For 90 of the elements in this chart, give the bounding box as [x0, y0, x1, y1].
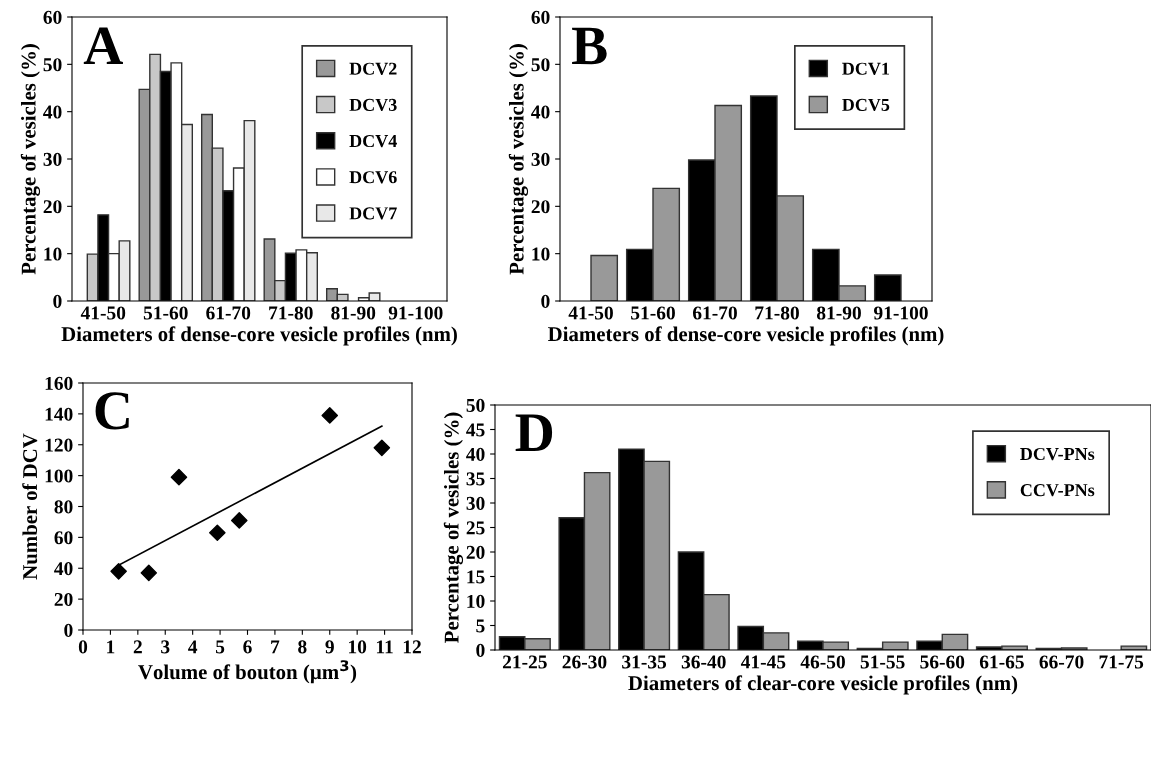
y-tick-label: 5 [476, 619, 485, 633]
legend-label: DCV-PNs [1020, 447, 1095, 461]
x-tick-label: 81-90 [816, 306, 861, 320]
x-tick-label: 3 [161, 640, 170, 654]
y-tick-label: 60 [43, 10, 62, 24]
x-axis-title: Diameters of dense-core vesicle profiles (nm) [61, 326, 457, 346]
y-tick-label: 50 [43, 58, 62, 72]
x-tick-label: 26-30 [562, 655, 607, 669]
y-tick-label: 10 [44, 247, 62, 261]
y-tick-label: 40 [54, 562, 73, 576]
y-tick-label: 60 [531, 10, 550, 24]
y-tick-label: 160 [45, 376, 73, 390]
x-tick-label: 51-60 [631, 306, 675, 320]
x-tick-label: 36-40 [681, 655, 726, 669]
x-tick-label: 7 [271, 640, 280, 654]
y-tick-label: 40 [43, 105, 62, 119]
x-tick-label: 21-25 [502, 655, 547, 669]
x-tick-label: 71-75 [1099, 655, 1144, 669]
x-tick-label: 66-70 [1039, 655, 1084, 669]
x-tick-label: 51-60 [143, 306, 188, 320]
x-tick-label: 61-70 [692, 306, 737, 320]
y-tick-label: 45 [466, 423, 485, 437]
y-tick-label: 20 [54, 592, 73, 607]
x-axis-title: Volume of bouton (µm$^{3}$) [138, 660, 357, 684]
y-tick-label: 20 [43, 200, 62, 214]
y-tick-label: 40 [531, 105, 550, 119]
x-tick-label: 56-60 [920, 655, 965, 669]
x-tick-label: 11 [376, 640, 393, 654]
x-tick-label: 91-100 [388, 306, 443, 320]
x-tick-label: 10 [349, 640, 367, 654]
y-tick-label: 50 [531, 58, 550, 72]
y-tick-label: 100 [45, 469, 73, 483]
x-tick-label: 9 [325, 640, 334, 654]
y-tick-label: 10 [467, 594, 485, 608]
y-tick-label: 0 [53, 294, 62, 308]
y-tick-label: 30 [531, 152, 550, 166]
annotation: B [572, 27, 607, 65]
y-tick-label: 0 [64, 623, 73, 637]
x-tick-label: 91-100 [873, 306, 928, 320]
y-tick-label: 140 [45, 407, 73, 421]
x-tick-label: 5 [216, 640, 225, 654]
y-tick-label: 20 [466, 545, 485, 559]
x-tick-label: 61-70 [206, 306, 251, 320]
x-tick-label: 41-50 [80, 306, 126, 320]
y-axis-title: Percentage of vesicles (%) [443, 412, 464, 643]
x-tick-label: 4 [188, 640, 198, 654]
legend-label: DCV5 [842, 98, 890, 112]
x-tick-label: 1 [107, 640, 115, 654]
y-tick-label: 0 [541, 294, 550, 308]
y-tick-label: 80 [54, 500, 73, 514]
y-tick-label: 20 [531, 200, 550, 214]
y-tick-label: 30 [466, 496, 485, 510]
y-tick-label: 30 [43, 152, 62, 166]
y-tick-label: 60 [54, 531, 73, 545]
y-tick-label: 15 [467, 570, 485, 584]
y-axis-title: Number of DCV [22, 433, 38, 580]
x-tick-label: 41-50 [568, 306, 613, 320]
y-tick-label: 50 [466, 398, 485, 412]
y-tick-label: 25 [466, 521, 485, 535]
legend-label: DCV4 [349, 134, 397, 148]
y-axis-title: Percentage of vesicles (%) [20, 44, 41, 275]
x-axis-title: Diameters of clear-core vesicle profiles (nm) [628, 675, 1018, 695]
x-tick-label: 41-45 [740, 655, 786, 669]
y-tick-label: 35 [466, 472, 485, 486]
annotation: D [515, 414, 553, 452]
x-tick-label: 81-90 [331, 306, 376, 320]
x-tick-label: 71-80 [269, 306, 313, 320]
x-tick-label: 6 [243, 640, 252, 654]
y-tick-label: 40 [466, 447, 485, 461]
legend-label: DCV1 [842, 62, 889, 75]
legend-label: DCV3 [349, 98, 397, 112]
x-tick-label: 46-50 [800, 655, 845, 669]
y-tick-label: 10 [532, 247, 550, 261]
legend-label: DCV2 [349, 62, 397, 75]
legend-label: CCV-PNs [1020, 484, 1095, 497]
x-tick-label: 2 [133, 640, 142, 654]
x-tick-label: 31-35 [622, 655, 667, 669]
x-tick-label: 71-80 [755, 306, 799, 320]
x-tick-label: 0 [78, 640, 88, 654]
annotation: C [95, 392, 129, 430]
x-axis-title: Diameters of dense-core vesicle profiles (nm) [548, 326, 944, 346]
annotation: A [83, 27, 123, 65]
y-axis-title: Percentage of vesicles (%) [508, 44, 529, 275]
x-tick-label: 8 [298, 640, 307, 654]
y-tick-label: 120 [45, 438, 73, 452]
legend-label: DCV6 [349, 171, 397, 184]
x-tick-label: 51-55 [860, 655, 905, 669]
x-tick-label: 12 [403, 640, 421, 654]
x-tick-label: 61-65 [979, 655, 1024, 669]
legend-label: DCV7 [349, 207, 397, 220]
